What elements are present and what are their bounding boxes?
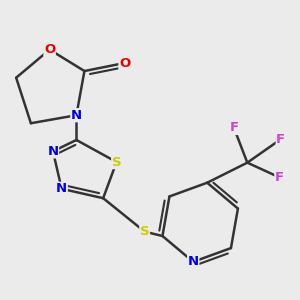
Text: O: O [44, 43, 55, 56]
Text: S: S [140, 225, 149, 238]
Text: N: N [71, 109, 82, 122]
Text: N: N [56, 182, 67, 195]
Text: N: N [47, 145, 58, 158]
Text: F: F [275, 171, 284, 184]
Text: N: N [188, 255, 199, 268]
Text: F: F [276, 133, 285, 146]
Text: S: S [112, 155, 122, 169]
Text: F: F [230, 122, 238, 134]
Text: O: O [119, 56, 130, 70]
